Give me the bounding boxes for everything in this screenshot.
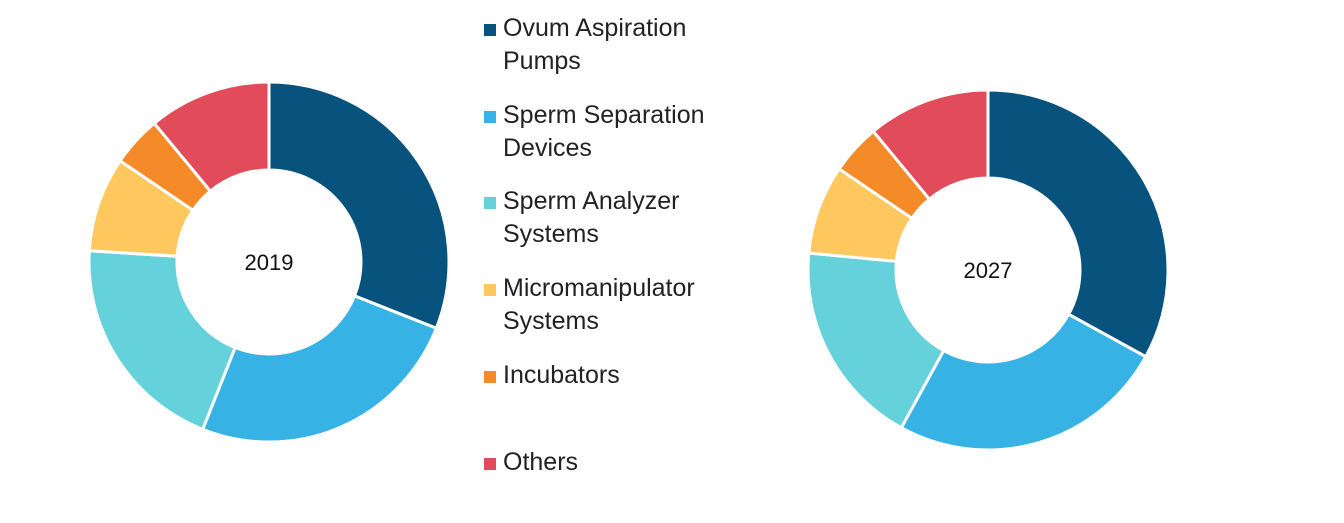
center-label: 2027	[964, 258, 1013, 283]
slice-ovum-aspiration-pumps	[267, 80, 451, 331]
legend-item-sperm-analyzer-systems: Sperm Analyzer Systems	[484, 185, 733, 251]
legend-item-micromanipulator-systems: Micromanipulator Systems	[484, 272, 733, 338]
legend-item-others: Others	[484, 446, 733, 479]
slice-others	[152, 80, 271, 194]
slice-sperm-analyzer-systems	[87, 249, 238, 432]
slice-sperm-separation-devices	[899, 312, 1148, 452]
legend-swatch	[484, 371, 496, 383]
slice-ovum-aspiration-pumps	[986, 88, 1170, 359]
center-label: 2019	[245, 250, 294, 275]
legend-label: Ovum Aspiration Pumps	[503, 14, 687, 75]
donut-2027: 2027	[806, 88, 1170, 452]
legend-swatch	[484, 284, 496, 296]
legend-item-sperm-separation-devices: Sperm Separation Devices	[484, 99, 733, 165]
legend-item-incubators: Incubators	[484, 359, 733, 392]
legend-swatch	[484, 458, 496, 470]
donut-2019: 2019	[87, 80, 451, 444]
legend-swatch	[484, 24, 496, 36]
legend-label: Others	[503, 448, 579, 476]
slice-sperm-analyzer-systems	[806, 251, 946, 430]
slice-sperm-separation-devices	[200, 293, 439, 444]
slice-others	[871, 88, 990, 202]
legend-label: Sperm Separation Devices	[503, 101, 705, 162]
legend-label: Sperm Analyzer Systems	[503, 187, 680, 248]
legend-item-ovum-aspiration-pumps: Ovum Aspiration Pumps	[484, 12, 733, 78]
legend-label: Micromanipulator Systems	[503, 274, 695, 335]
legend-swatch	[484, 111, 496, 123]
legend-label: Incubators	[503, 361, 620, 389]
legend-swatch	[484, 197, 496, 209]
